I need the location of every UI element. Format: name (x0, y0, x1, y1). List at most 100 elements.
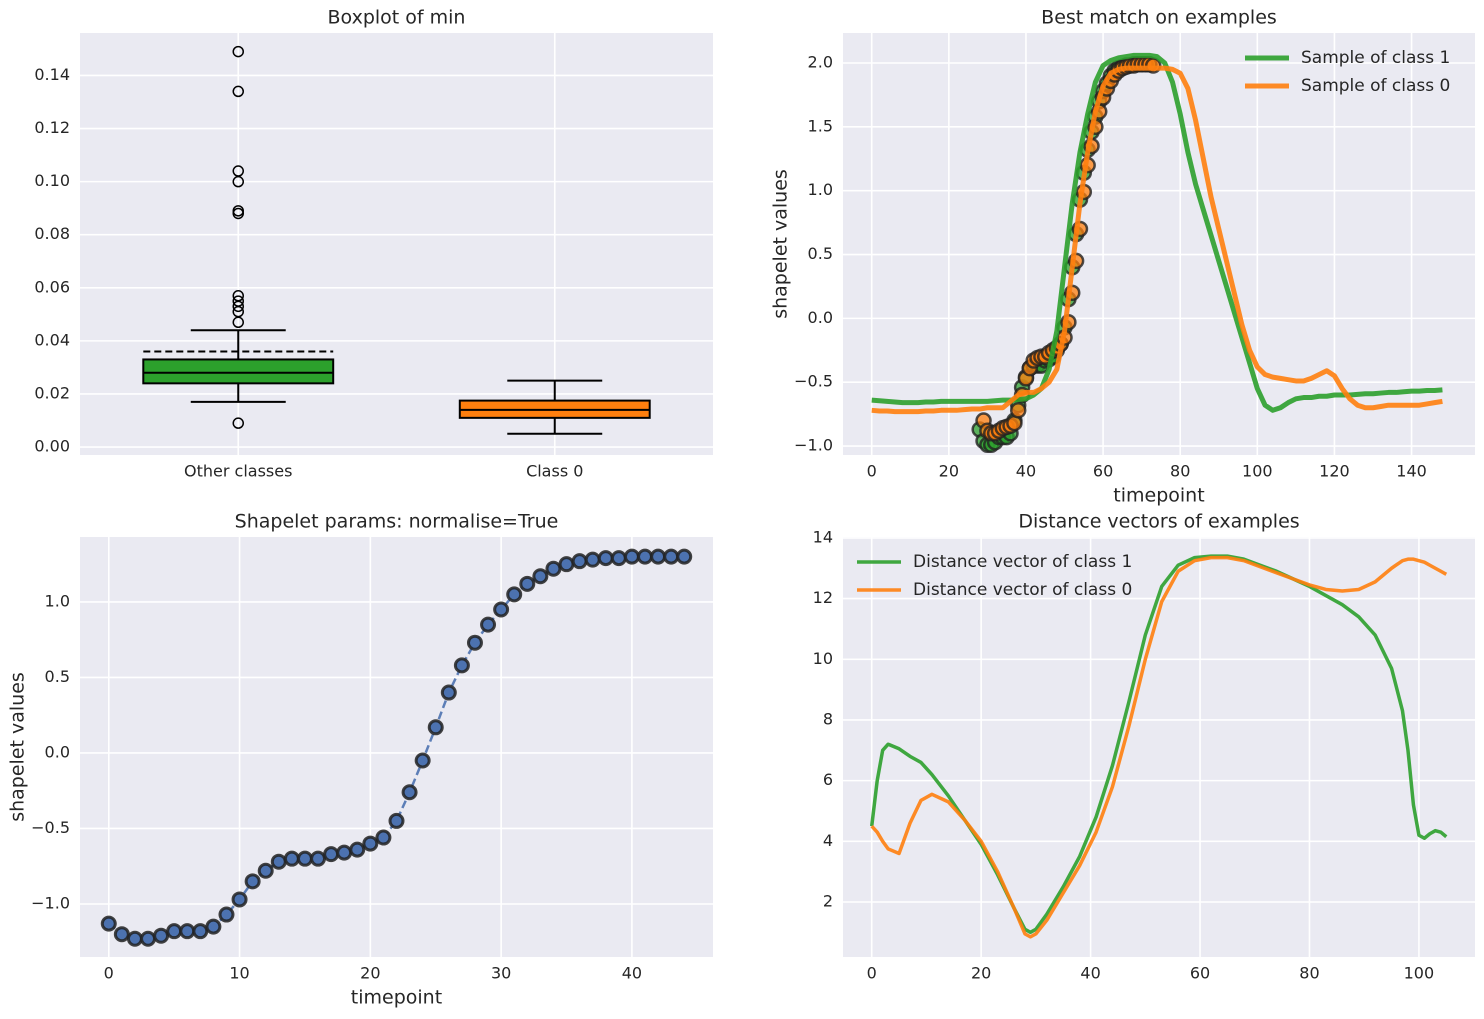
data-point (140, 930, 157, 947)
data-point (636, 548, 653, 565)
y-tick-label: 0.02 (34, 383, 70, 402)
y-tick-label: 0.5 (45, 667, 70, 686)
data-point (192, 923, 209, 940)
data-point (571, 553, 588, 570)
data-point (532, 568, 549, 585)
y-tick-label: 2.0 (808, 53, 833, 72)
y-tick-label: 0.06 (34, 277, 70, 296)
outlier (232, 205, 244, 217)
data-point (650, 548, 667, 565)
legend-label: Distance vector of class 0 (913, 580, 1132, 600)
subplot-title: Boxplot of min (328, 7, 466, 29)
y-tick-label: 1.5 (808, 116, 833, 135)
data-point (205, 918, 222, 935)
x-tick-label: 20 (939, 462, 959, 481)
box (142, 358, 335, 385)
data-point (375, 829, 392, 846)
x-tick-label: 60 (1093, 462, 1113, 481)
data-point (362, 835, 379, 852)
outlier (232, 295, 244, 307)
y-tick-label: 0.0 (808, 308, 833, 327)
subplot: Distance vectors of examples 2 4 6 8 10 12 14 0 2… (813, 511, 1475, 983)
subplot: Best match on examples timepoint shapelet … (770, 7, 1475, 507)
x-tick-label: 120 (1319, 462, 1350, 481)
y-tick-label: 0.14 (34, 65, 70, 84)
outlier (232, 85, 244, 98)
data-point (663, 548, 680, 565)
data-point (113, 926, 130, 943)
y-tick-label: −0.5 (794, 372, 833, 391)
data-point (519, 575, 536, 592)
y-tick-label: 1.0 (808, 180, 833, 199)
data-point (244, 873, 261, 890)
x-tick-label: 80 (1170, 462, 1190, 481)
data-point (558, 556, 575, 573)
outlier (232, 290, 244, 302)
data-point (310, 850, 327, 867)
data-point (388, 812, 405, 829)
y-tick-label: 0.0 (45, 742, 70, 761)
data-point (584, 551, 601, 568)
y-tick-label: 0.00 (34, 437, 70, 456)
data-point (597, 550, 614, 567)
plot-area (80, 33, 713, 455)
x-axis-label: timepoint (351, 987, 442, 1009)
x-tick-label: 40 (1016, 462, 1036, 481)
x-tick-label: 30 (491, 964, 511, 983)
y-tick-label: 1.0 (45, 591, 70, 610)
y-tick-label: 0.10 (34, 171, 70, 190)
outlier (232, 417, 244, 429)
data-point (231, 891, 248, 908)
data-point (401, 784, 418, 801)
x-tick-label: 10 (229, 964, 249, 983)
x-tick-label: Other classes (184, 462, 292, 481)
data-point (427, 719, 444, 736)
data-point (349, 841, 366, 858)
data-point (296, 850, 313, 867)
series-line (870, 555, 1448, 939)
y-tick-label: 8 (823, 709, 833, 728)
x-tick-label: 0 (104, 964, 114, 983)
y-tick-label: 12 (813, 588, 833, 607)
y-tick-label: 14 (813, 527, 833, 546)
data-point (453, 657, 470, 674)
y-tick-label: 0.12 (34, 118, 70, 137)
y-tick-label: −1.0 (31, 893, 70, 912)
x-tick-label: 0 (867, 462, 877, 481)
x-tick-label: Class 0 (526, 462, 583, 481)
y-tick-label: 0.08 (34, 224, 70, 243)
legend-label: Distance vector of class 1 (913, 552, 1132, 572)
data-point (270, 853, 287, 870)
x-tick-label: 40 (622, 964, 642, 983)
subplot: Shapelet params: normalise=True timepoint… (7, 511, 713, 1009)
data-point (126, 930, 143, 947)
data-point (153, 927, 170, 944)
series-line (871, 65, 1443, 415)
y-tick-label: 10 (813, 649, 833, 668)
data-point (480, 616, 497, 633)
data-point (1010, 402, 1027, 419)
outlier (232, 165, 244, 177)
x-tick-label: 0 (867, 964, 877, 983)
x-axis-label: timepoint (1113, 485, 1204, 507)
data-point (493, 601, 510, 618)
y-tick-label: 6 (823, 770, 833, 789)
data-point (257, 862, 274, 879)
data-point (218, 906, 235, 923)
series-line (869, 554, 1448, 935)
data-point (179, 923, 196, 940)
subplot-title: Shapelet params: normalise=True (235, 511, 559, 533)
data-point (440, 684, 457, 701)
data-point (545, 560, 562, 577)
y-tick-label: 0.5 (808, 244, 833, 263)
x-tick-label: 100 (1404, 964, 1435, 983)
y-axis-label: shapelet values (7, 672, 29, 822)
x-tick-label: 20 (971, 964, 991, 983)
x-tick-label: 80 (1299, 964, 1319, 983)
data-point (506, 586, 523, 603)
x-tick-label: 140 (1396, 462, 1427, 481)
data-point (414, 752, 431, 769)
y-tick-label: −0.5 (31, 818, 70, 837)
